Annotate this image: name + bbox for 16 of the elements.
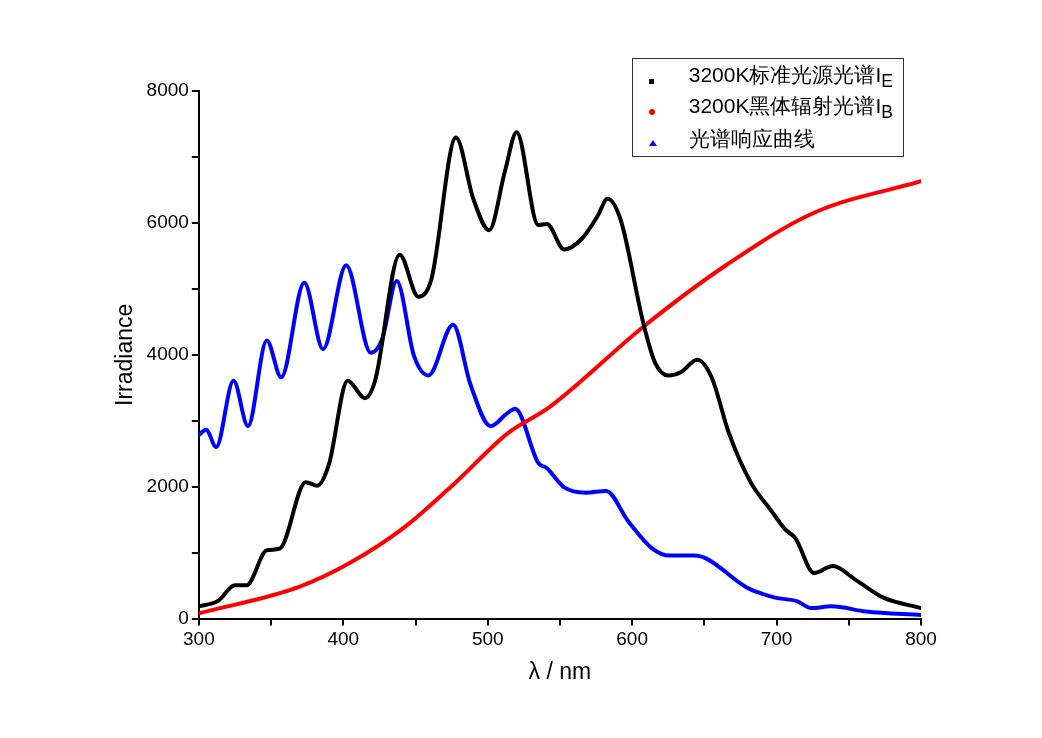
x-tick-label: 300 (183, 628, 215, 650)
x-axis-title: λ / nm (528, 657, 592, 684)
y-tick-label: 4000 (146, 343, 189, 365)
legend-label: 3200K标准光源光谱I$_{E}$ (688, 61, 893, 93)
x-tick-label: 500 (471, 628, 504, 650)
y-tick-label: 2000 (146, 474, 189, 496)
x-tick-label: 400 (327, 628, 360, 650)
y-axis-title: Irradiance (111, 303, 138, 406)
y-tick-label: 6000 (146, 211, 189, 233)
x-tick-label: 600 (616, 628, 648, 650)
y-tick-label: 0 (178, 606, 189, 628)
x-tick-label: 700 (760, 628, 793, 650)
legend-label: 光谱响应曲线 (688, 125, 815, 152)
x-tick-label: 800 (905, 628, 937, 650)
legend-label: 3200K黑体辐射光谱I$_{B}$ (688, 92, 893, 124)
y-tick-label: 8000 (146, 79, 189, 101)
